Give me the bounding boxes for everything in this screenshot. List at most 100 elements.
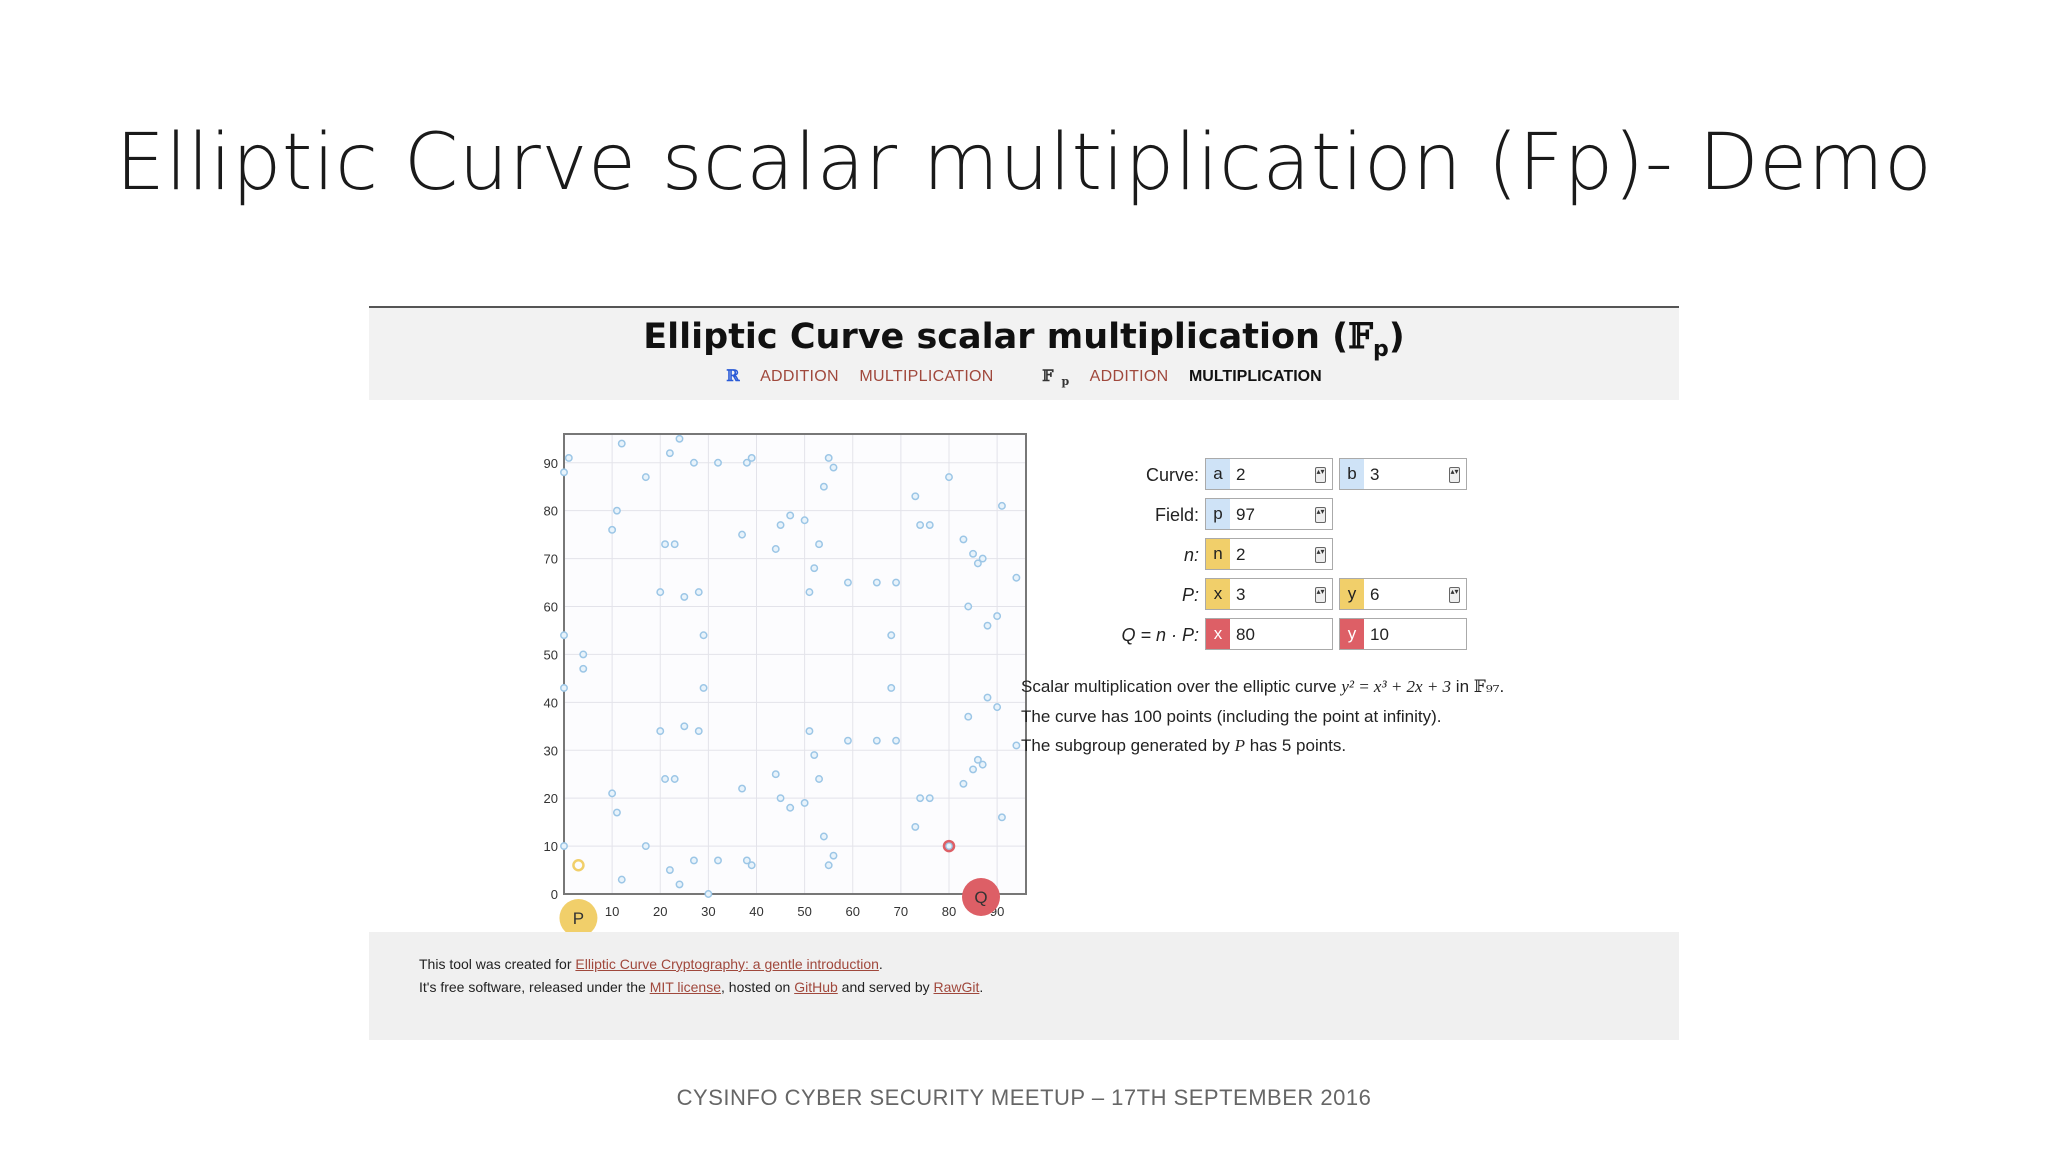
- a-spinner-icon[interactable]: ▴▾: [1315, 467, 1326, 483]
- P-row: P: x 3 ▴▾ y 6 ▴▾: [1059, 578, 1619, 612]
- qy-value: 10: [1370, 625, 1389, 644]
- curve-point: [560, 468, 568, 477]
- px-input[interactable]: x 3 ▴▾: [1205, 578, 1333, 610]
- curve-point: [916, 794, 925, 803]
- curve-point: [680, 722, 689, 731]
- curve-point: [945, 473, 953, 482]
- n-spinner-icon[interactable]: ▴▾: [1315, 547, 1326, 563]
- curve-point: [579, 664, 588, 673]
- curve-row: Curve: a 2 ▴▾ b 3 ▴▾: [1059, 458, 1619, 492]
- curve-point: [665, 449, 674, 458]
- x-tick-label: 20: [653, 904, 667, 919]
- curve-point: [786, 803, 795, 812]
- point-Q-badge: [962, 878, 1000, 916]
- curve-point: [665, 866, 674, 874]
- b-input[interactable]: b 3 ▴▾: [1339, 458, 1467, 490]
- ec-demo-app: Elliptic Curve scalar multiplication ( 𝔽p…: [369, 306, 1679, 1040]
- curve-point: [694, 588, 703, 597]
- curve-point: [612, 506, 621, 515]
- py-spinner-icon[interactable]: ▴▾: [1449, 587, 1460, 603]
- curve-point: [978, 554, 987, 563]
- py-input[interactable]: y 6 ▴▾: [1339, 578, 1467, 610]
- app-title-sub: p: [1372, 337, 1389, 362]
- fp-field-sub: p: [1061, 375, 1070, 389]
- footer-line-2: It's free software, released under the M…: [419, 979, 983, 995]
- curve-point: [964, 602, 973, 611]
- nav-fp-addition[interactable]: ADDITION: [1089, 368, 1169, 385]
- py-value: 6: [1370, 585, 1380, 604]
- Q-label: Q = n · P:: [1121, 625, 1199, 645]
- curve-point: [560, 631, 568, 640]
- curve-point: [969, 549, 978, 558]
- point-P-marker: [572, 859, 585, 872]
- b-value: 3: [1370, 465, 1380, 484]
- curve-point: [680, 592, 689, 601]
- plot-frame: [563, 433, 1027, 895]
- curve-point: [1012, 573, 1021, 582]
- nav-real-addition[interactable]: ADDITION: [760, 368, 839, 385]
- curve-point: [675, 880, 684, 889]
- curve-point: [747, 861, 756, 870]
- curve-point: [560, 842, 568, 851]
- slide-title: Elliptic Curve scalar multiplication (Fp…: [115, 118, 1933, 208]
- curve-point: [810, 564, 819, 573]
- curve-point: [916, 521, 925, 529]
- n-input[interactable]: n 2 ▴▾: [1205, 538, 1333, 570]
- curve-point: [969, 765, 978, 774]
- curve-point: [925, 521, 934, 529]
- desc-line3-end: has 5 points.: [1245, 736, 1347, 755]
- y-tick-label: 20: [544, 791, 558, 806]
- footer-line-1: This tool was created for Elliptic Curve…: [419, 956, 883, 972]
- footer-line2-pre: It's free software, released under the: [419, 979, 650, 995]
- b-tag: b: [1340, 459, 1364, 489]
- p-input[interactable]: p 97 ▴▾: [1205, 498, 1333, 530]
- curve-point: [819, 482, 828, 491]
- curve-point: [887, 684, 896, 692]
- qx-tag: x: [1206, 619, 1230, 649]
- curve-point: [675, 434, 684, 443]
- curve-point: [843, 736, 852, 745]
- nav-real-multiplication[interactable]: MULTIPLICATION: [859, 368, 994, 385]
- curve-point: [983, 693, 992, 702]
- curve-point: [776, 794, 785, 803]
- curve-point: [742, 856, 751, 865]
- curve-point: [997, 501, 1006, 510]
- curve-point: [689, 856, 698, 865]
- rawgit-link[interactable]: RawGit: [933, 979, 980, 995]
- curve-point: [843, 578, 852, 587]
- curve-point: [641, 473, 650, 482]
- p-tag: p: [1206, 499, 1230, 529]
- px-spinner-icon[interactable]: ▴▾: [1315, 587, 1326, 603]
- b-spinner-icon[interactable]: ▴▾: [1449, 467, 1460, 483]
- curve-point: [978, 760, 987, 769]
- curve-point: [959, 535, 968, 544]
- curve-point: [815, 775, 824, 783]
- nav-fp-multiplication[interactable]: MULTIPLICATION: [1188, 368, 1322, 385]
- real-field-symbol: ℝ: [726, 366, 740, 385]
- field-row: Field: p 97 ▴▾: [1059, 498, 1619, 532]
- fp-field-letter: 𝔽: [1042, 366, 1054, 385]
- footer-line1-pre: This tool was created for: [419, 956, 576, 972]
- app-title-text: Elliptic Curve scalar multiplication (: [643, 317, 1349, 357]
- p-value: 97: [1236, 505, 1255, 524]
- gentle-intro-link[interactable]: Elliptic Curve Cryptography: a gentle in…: [575, 956, 879, 972]
- curve-point: [887, 631, 896, 640]
- n-label: n:: [1183, 545, 1199, 565]
- curve-point: [892, 736, 901, 745]
- curve-point: [771, 770, 780, 779]
- curve-point: [824, 861, 833, 870]
- mit-license-link[interactable]: MIT license: [649, 979, 722, 995]
- github-link[interactable]: GitHub: [794, 979, 838, 995]
- plot-background: [564, 434, 1026, 894]
- description-line-1: Scalar multiplication over the elliptic …: [1021, 672, 1581, 702]
- p-spinner-icon[interactable]: ▴▾: [1315, 507, 1326, 523]
- y-tick-label: 70: [544, 552, 558, 567]
- curve-point: [872, 736, 881, 745]
- a-input[interactable]: a 2 ▴▾: [1205, 458, 1333, 490]
- desc-line1-pre: Scalar multiplication over the elliptic …: [1021, 677, 1342, 696]
- description-line-2: The curve has 100 points (including the …: [1021, 707, 1442, 726]
- curve-point: [564, 454, 573, 462]
- y-tick-label: 50: [544, 647, 558, 662]
- curve-point: [608, 789, 617, 798]
